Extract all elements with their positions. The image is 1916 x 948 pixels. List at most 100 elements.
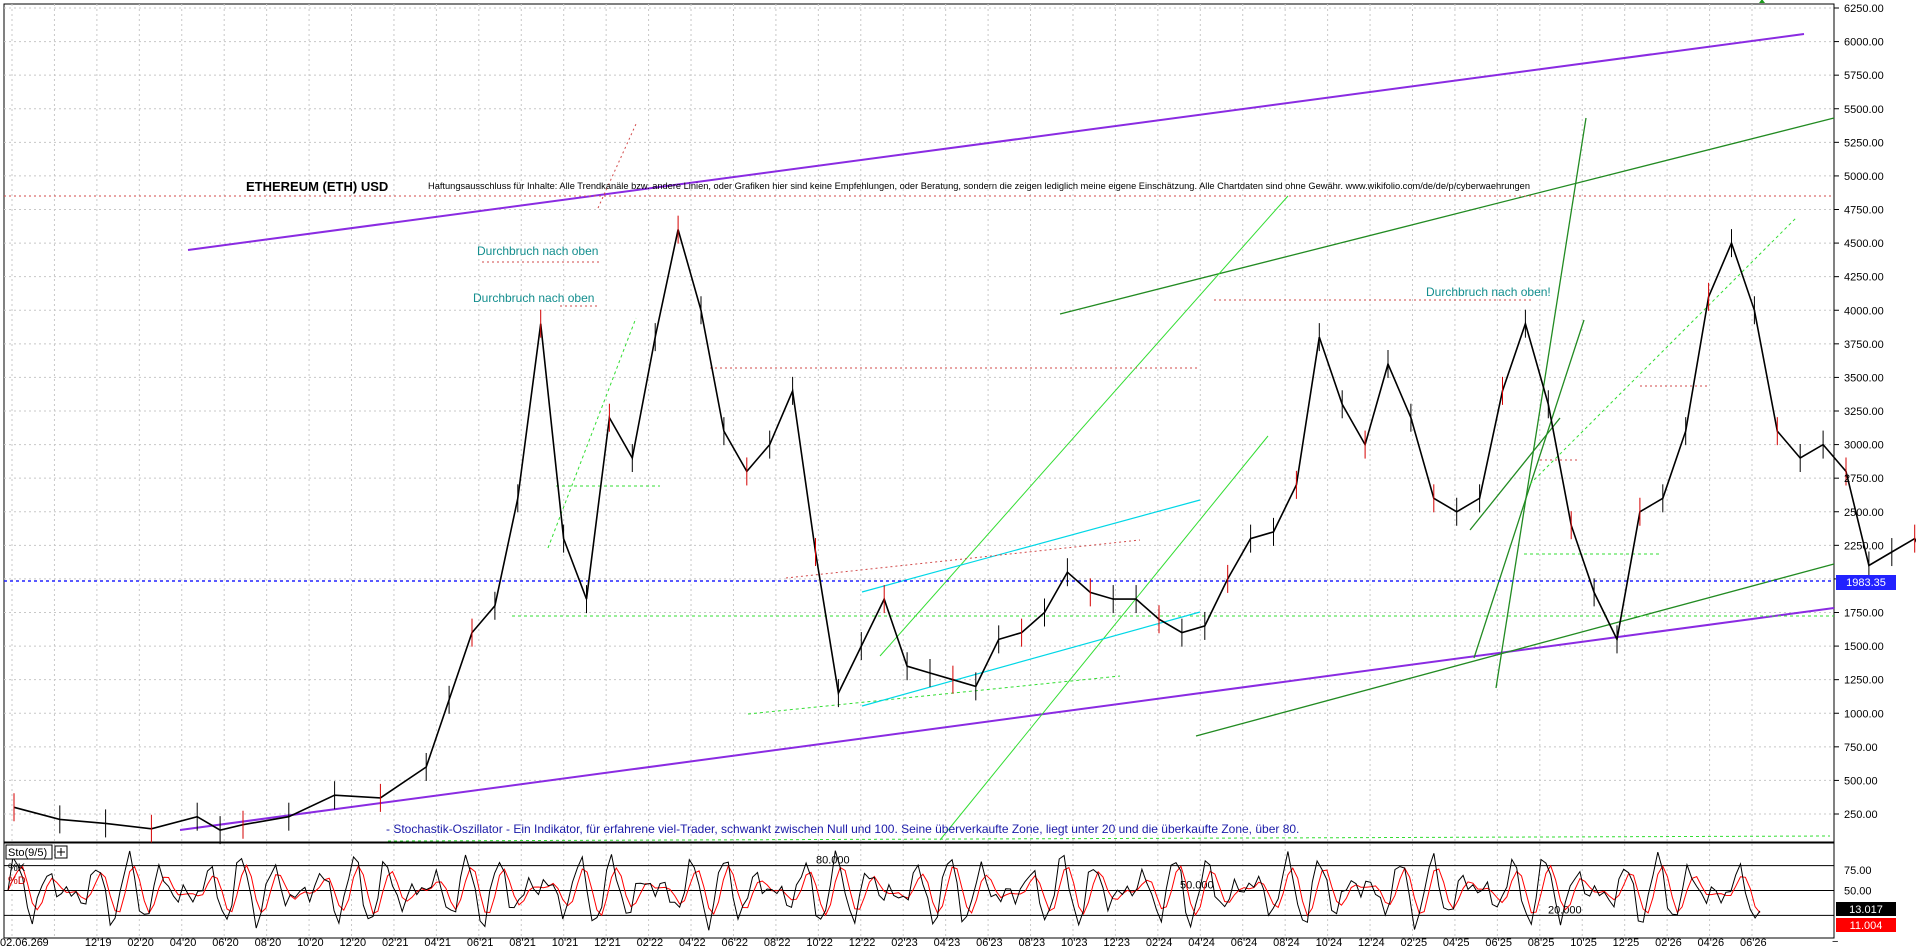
x-tick-label: 02'24 bbox=[1146, 937, 1173, 948]
annotation-breakout-3: Durchbruch nach oben! bbox=[1426, 285, 1551, 299]
x-tick-label: 9 bbox=[42, 937, 48, 948]
x-tick-label: 10'25 bbox=[1570, 937, 1597, 948]
x-tick-label: 06'21 bbox=[467, 937, 494, 948]
x-tick-label: 08'22 bbox=[764, 937, 791, 948]
x-tick-label: 04'24 bbox=[1188, 937, 1215, 948]
y-tick-label: 500.00 bbox=[1844, 775, 1878, 787]
y-tick-label: 3000.00 bbox=[1844, 440, 1884, 452]
y-tick-label: 4000.00 bbox=[1844, 305, 1884, 317]
stochastic-d-line bbox=[7, 863, 1761, 917]
stochastic-legend: Sto(9/5) %K %D bbox=[5, 844, 68, 887]
minus-icon[interactable]: − bbox=[1832, 936, 1838, 948]
y-tick-label: 5500.00 bbox=[1844, 104, 1884, 116]
y-tick-label: 2250.00 bbox=[1844, 540, 1884, 552]
y-tick-label: 1250.00 bbox=[1844, 675, 1884, 687]
price-panel bbox=[3, 3, 1835, 843]
x-tick-label: 08'25 bbox=[1528, 937, 1555, 948]
stochastic-lines bbox=[7, 850, 1761, 931]
expand-icon[interactable] bbox=[54, 845, 68, 859]
x-tick-label: 12'21 bbox=[594, 937, 621, 948]
x-tick-label: 06'20 bbox=[212, 937, 239, 948]
x-tick-label: 08'23 bbox=[1019, 937, 1046, 948]
y-tick-label: 4250.00 bbox=[1844, 272, 1884, 284]
y-tick-label: 1750.00 bbox=[1844, 608, 1884, 620]
d-label: %D bbox=[8, 875, 26, 887]
x-tick-label: 02'21 bbox=[382, 937, 409, 948]
x-tick-label: 10'21 bbox=[552, 937, 579, 948]
last-price-badge: 1983.35 bbox=[1836, 575, 1896, 590]
disclaimer: Haftungsausschluss für Inhalte: Alle Tre… bbox=[428, 181, 1530, 191]
x-tick-label: 12'19 bbox=[85, 937, 112, 948]
d-last-value: 11.004 bbox=[1850, 920, 1883, 932]
x-tick-label: 06'26 bbox=[1740, 937, 1767, 948]
y-tick-label: 3250.00 bbox=[1844, 406, 1884, 418]
stochastic-description: - Stochastik-Oszillator - Ein Indikator,… bbox=[386, 822, 1299, 836]
x-tick-label: 04'22 bbox=[679, 937, 706, 948]
y-tick-label: 5750.00 bbox=[1844, 70, 1884, 82]
x-tick-label: 02'22 bbox=[637, 937, 664, 948]
y-tick-label: 6250.00 bbox=[1844, 3, 1884, 15]
x-tick-label: 10'23 bbox=[1061, 937, 1088, 948]
x-tick-label: 10'20 bbox=[297, 937, 324, 948]
y-tick-label: 5250.00 bbox=[1844, 137, 1884, 149]
x-axis: 02.06.26 9 12'19 02'20 04'20 06'20 08'20 10'20 1… bbox=[0, 937, 1767, 948]
y-tick-label: 3750.00 bbox=[1844, 339, 1884, 351]
trendlines bbox=[4, 33, 1835, 842]
stochastic-level-label: 50.000 bbox=[1180, 880, 1214, 892]
annotation-breakout-2: Durchbruch nach oben bbox=[473, 291, 594, 305]
x-tick-label: 12'25 bbox=[1613, 937, 1640, 948]
y-tick-label: 2500.00 bbox=[1844, 507, 1884, 519]
x-tick-label: 10'24 bbox=[1316, 937, 1343, 948]
x-tick-label: 04'21 bbox=[424, 937, 451, 948]
y-tick-label: 4750.00 bbox=[1844, 205, 1884, 217]
x-tick-label: 06'22 bbox=[721, 937, 748, 948]
y-tick-label: 250.00 bbox=[1844, 809, 1878, 821]
x-tick-label: 04'25 bbox=[1443, 937, 1470, 948]
grid bbox=[4, 4, 1834, 938]
y-tick-label: 2750.00 bbox=[1844, 473, 1884, 485]
y-tick-label: 1500.00 bbox=[1844, 641, 1884, 653]
x-tick-label: 02'23 bbox=[891, 937, 918, 948]
x-tick-label: 04'20 bbox=[170, 937, 197, 948]
x-tick-label: 12'24 bbox=[1358, 937, 1385, 948]
x-tick-label: 02.06.26 bbox=[0, 937, 43, 948]
y-tick-label: 5000.00 bbox=[1844, 171, 1884, 183]
x-tick-label: 02'25 bbox=[1400, 937, 1427, 948]
stochastic-tick-label: 50.00 bbox=[1844, 886, 1872, 898]
price-series bbox=[13, 215, 1916, 845]
d-value-badge: 11.004 bbox=[1836, 918, 1896, 932]
x-tick-label: 04'23 bbox=[934, 937, 961, 948]
x-tick-label: 02'26 bbox=[1655, 937, 1682, 948]
stochastic-panel-label: Sto(9/5) bbox=[8, 847, 47, 859]
x-tick-label: 12'22 bbox=[849, 937, 876, 948]
k-label: %K bbox=[8, 862, 26, 874]
y-tick-label: 6000.00 bbox=[1844, 37, 1884, 49]
x-tick-label: 04'26 bbox=[1698, 937, 1725, 948]
k-value-badge: 13.017 bbox=[1836, 902, 1896, 916]
x-tick-label: 06'25 bbox=[1485, 937, 1512, 948]
x-tick-label: 02'20 bbox=[127, 937, 154, 948]
x-tick-label: 08'20 bbox=[255, 937, 282, 948]
chart-title: ETHEREUM (ETH) USD bbox=[246, 179, 388, 194]
y-tick-label: 750.00 bbox=[1844, 742, 1878, 754]
x-tick-label: 08'21 bbox=[509, 937, 536, 948]
y-tick-label: 3500.00 bbox=[1844, 372, 1884, 384]
stochastic-level-label: 80.000 bbox=[816, 855, 850, 867]
k-last-value: 13.017 bbox=[1849, 904, 1883, 916]
arrow-up-icon bbox=[1759, 0, 1765, 3]
x-tick-label: 12'23 bbox=[1103, 937, 1130, 948]
last-price-label: 1983.35 bbox=[1846, 577, 1886, 589]
y-tick-label: 4500.00 bbox=[1844, 238, 1884, 250]
x-tick-label: 08'24 bbox=[1273, 937, 1300, 948]
x-tick-label: 10'22 bbox=[806, 937, 833, 948]
annotation-breakout-1: Durchbruch nach oben bbox=[477, 244, 598, 258]
x-tick-label: 06'24 bbox=[1231, 937, 1258, 948]
x-tick-label: 06'23 bbox=[976, 937, 1003, 948]
stochastic-tick-label: 75.00 bbox=[1844, 865, 1872, 877]
y-axis: 250.00 500.00 750.00 1000.00 1250.00 1500.00 1… bbox=[1834, 3, 1884, 821]
stochastic-k-line bbox=[7, 850, 1761, 931]
y-tick-label: 1000.00 bbox=[1844, 708, 1884, 720]
x-tick-label: 12'20 bbox=[340, 937, 367, 948]
